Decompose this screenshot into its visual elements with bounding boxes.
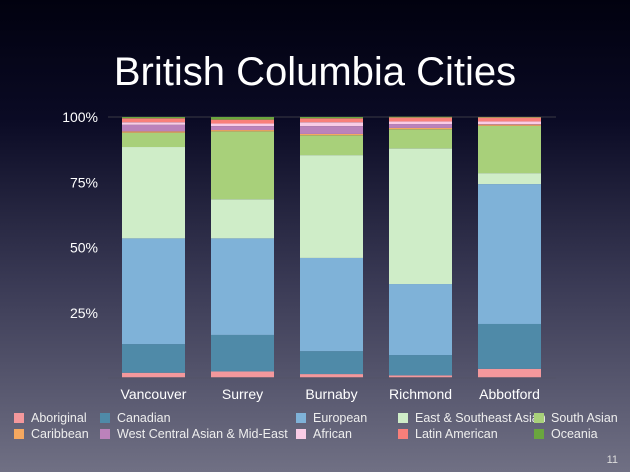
legend-label: South Asian bbox=[551, 411, 618, 425]
legend-item: African bbox=[296, 427, 352, 441]
legend-item: Caribbean bbox=[14, 427, 89, 441]
bar-segment bbox=[300, 155, 363, 258]
bar-segment bbox=[300, 351, 363, 375]
legend-swatch bbox=[14, 413, 24, 423]
bar-segment bbox=[478, 173, 541, 185]
bar-segment bbox=[122, 124, 185, 132]
legend-label: East & Southeast Asian bbox=[415, 411, 546, 425]
bar-segment bbox=[300, 118, 363, 123]
bar-segment bbox=[389, 121, 452, 125]
bar-segment bbox=[211, 117, 274, 120]
bar-segment bbox=[478, 117, 541, 118]
legend-label: African bbox=[313, 427, 352, 441]
chart-title: British Columbia Cities bbox=[113, 50, 517, 94]
bar-segment bbox=[478, 125, 541, 174]
slide-number: 11 bbox=[606, 454, 618, 466]
legend-item: West Central Asian & Mid-East bbox=[100, 427, 288, 441]
bar-segment bbox=[389, 284, 452, 356]
bar-segment bbox=[211, 334, 274, 372]
x-tick-label: Surrey bbox=[222, 386, 263, 402]
legend-swatch bbox=[398, 413, 408, 423]
bar-segment bbox=[122, 118, 185, 123]
legend-item: Oceania bbox=[534, 427, 598, 441]
legend-swatch bbox=[100, 413, 110, 423]
legend-item: European bbox=[296, 411, 367, 425]
bar-segment bbox=[211, 126, 274, 131]
bar-segment bbox=[478, 368, 541, 378]
legend-item: South Asian bbox=[534, 411, 618, 425]
bar-segment bbox=[122, 131, 185, 133]
legend-swatch bbox=[296, 413, 306, 423]
bar-segment bbox=[300, 135, 363, 156]
bar-segment bbox=[211, 119, 274, 124]
bar-segment bbox=[478, 121, 541, 125]
legend-label: Latin American bbox=[415, 427, 498, 441]
x-tick-label: Abbotford bbox=[479, 386, 540, 402]
legend-swatch bbox=[534, 429, 544, 439]
legend-label: European bbox=[313, 411, 368, 425]
bar-segment bbox=[300, 126, 363, 134]
legend-swatch bbox=[398, 429, 408, 439]
bar-segment bbox=[122, 238, 185, 345]
bar-segment bbox=[389, 127, 452, 130]
bar-segment bbox=[389, 148, 452, 285]
legend-item: East & Southeast Asian bbox=[398, 411, 546, 425]
x-tick-label: Vancouver bbox=[121, 386, 187, 402]
bar-segment bbox=[122, 344, 185, 373]
bar-segment bbox=[211, 238, 274, 335]
bar-segment bbox=[389, 124, 452, 128]
legend-swatch bbox=[296, 429, 306, 439]
bar-segment bbox=[389, 355, 452, 376]
bar-segment bbox=[211, 123, 274, 127]
bar-segment bbox=[300, 257, 363, 352]
x-tick-label: Burnaby bbox=[305, 386, 357, 402]
bar-segment bbox=[122, 122, 185, 125]
bar-segment bbox=[478, 323, 541, 369]
y-tick-label: 100% bbox=[62, 109, 98, 125]
bar-segment bbox=[478, 184, 541, 324]
bar-segment bbox=[211, 371, 274, 378]
legend-swatch bbox=[14, 429, 24, 439]
legend-label: Canadian bbox=[117, 411, 171, 425]
bar-segment bbox=[389, 375, 452, 378]
legend-swatch bbox=[534, 413, 544, 423]
bar-segment bbox=[300, 374, 363, 378]
bar-segment bbox=[389, 117, 452, 122]
bar-segment bbox=[478, 124, 541, 125]
bar-segment bbox=[300, 117, 363, 119]
bar-segment bbox=[122, 132, 185, 148]
bar-segment bbox=[300, 122, 363, 127]
y-tick-label: 25% bbox=[70, 305, 98, 321]
legend-label: Caribbean bbox=[31, 427, 89, 441]
y-tick-label: 50% bbox=[70, 240, 98, 256]
y-tick-label: 75% bbox=[70, 174, 98, 190]
bar-segment bbox=[478, 117, 541, 122]
legend-label: Aboriginal bbox=[31, 411, 87, 425]
bar-segment bbox=[300, 133, 363, 136]
bar-segment bbox=[122, 372, 185, 378]
bar-segment bbox=[211, 130, 274, 132]
bar-segment bbox=[122, 117, 185, 119]
legend-item: Aboriginal bbox=[14, 411, 87, 425]
bar-segment bbox=[122, 147, 185, 239]
bar-segment bbox=[478, 124, 541, 126]
bar-segment bbox=[389, 129, 452, 149]
legend-label: West Central Asian & Mid-East bbox=[117, 427, 288, 441]
bar-segment bbox=[211, 199, 274, 239]
bar-segment bbox=[211, 131, 274, 200]
bar-segment bbox=[389, 116, 452, 118]
x-tick-label: Richmond bbox=[389, 386, 452, 402]
legend-label: Oceania bbox=[551, 427, 598, 441]
legend-item: Latin American bbox=[398, 427, 498, 441]
legend-swatch bbox=[100, 429, 110, 439]
legend-item: Canadian bbox=[100, 411, 171, 425]
